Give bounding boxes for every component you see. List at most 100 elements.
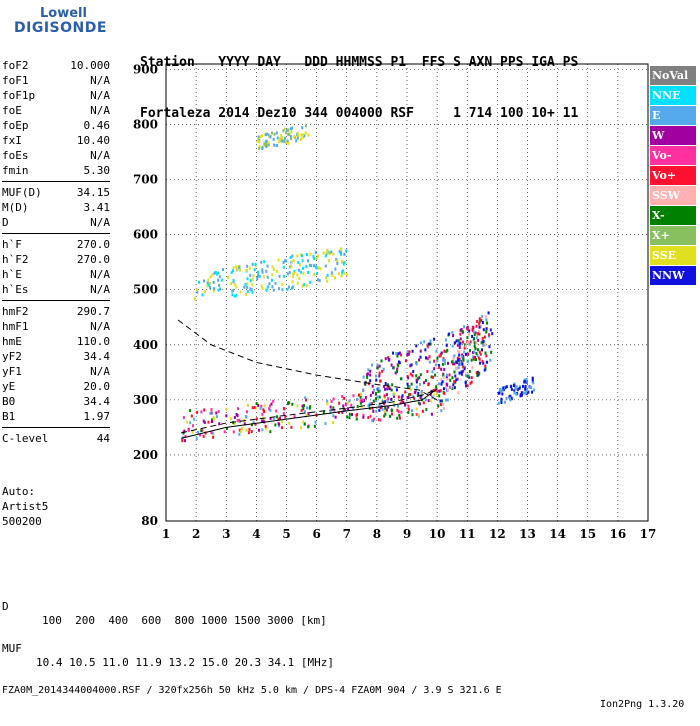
echo-point: [257, 274, 260, 278]
echo-point: [358, 393, 361, 397]
echo-point: [236, 407, 239, 411]
echo-point: [409, 364, 412, 368]
echo-point: [475, 341, 478, 345]
artist-code: 500200: [2, 515, 42, 528]
echo-point: [340, 247, 343, 251]
echo-point: [213, 271, 216, 275]
echo-point: [213, 287, 216, 291]
echo-point: [451, 344, 454, 348]
echo-point: [229, 416, 232, 420]
echo-point: [469, 340, 472, 344]
echo-point: [281, 288, 284, 292]
echo-point: [476, 354, 479, 358]
echo-point: [484, 343, 487, 347]
echo-point: [428, 355, 431, 359]
param-label: foEs: [2, 149, 29, 162]
echo-point: [439, 389, 442, 393]
digisonde-logo: Lowell DIGISONDE: [0, 0, 120, 46]
echo-point: [439, 352, 442, 356]
echo-point: [274, 423, 277, 427]
echo-point: [460, 372, 463, 376]
echo-point: [232, 430, 235, 434]
echo-point: [359, 399, 362, 403]
echo-point: [445, 375, 448, 379]
echo-point: [291, 126, 294, 130]
echo-point: [282, 129, 285, 133]
echo-point: [369, 369, 372, 373]
echo-point: [513, 389, 516, 393]
echo-point: [255, 402, 258, 406]
echo-point: [390, 412, 393, 416]
echo-point: [267, 141, 270, 145]
echo-point: [305, 253, 308, 257]
echo-point: [417, 401, 420, 405]
echo-point: [198, 280, 201, 284]
echo-point: [426, 370, 429, 374]
echo-point: [206, 281, 209, 285]
echo-point: [326, 273, 329, 277]
echo-point: [289, 127, 292, 131]
param-value: N/A: [90, 149, 110, 162]
echo-point: [430, 412, 433, 416]
echo-point: [461, 362, 464, 366]
echo-point: [379, 389, 382, 393]
param-row: hmF1 N/A: [2, 319, 110, 334]
echo-point: [291, 254, 294, 258]
echo-point: [411, 349, 414, 353]
echo-point: [418, 376, 421, 380]
echo-point: [458, 342, 461, 346]
echo-point: [441, 362, 444, 366]
echo-point: [397, 404, 400, 408]
echo-point: [332, 406, 335, 410]
echo-point: [410, 382, 413, 386]
echo-point: [445, 382, 448, 386]
echo-point: [307, 133, 310, 137]
auto-label: Auto:: [2, 485, 36, 498]
echo-point: [471, 351, 474, 355]
echo-point: [381, 369, 384, 373]
echo-point: [280, 426, 283, 430]
echo-point: [380, 359, 383, 363]
param-label: fmin: [2, 164, 29, 177]
model-curve-dashed-upper: [177, 319, 438, 401]
echo-point: [277, 424, 280, 428]
echo-point: [265, 133, 268, 137]
echo-point: [288, 270, 291, 274]
param-separator: [2, 181, 110, 182]
echo-point: [415, 380, 418, 384]
echo-point: [266, 264, 269, 268]
param-label: yF2: [2, 350, 22, 363]
echo-point: [209, 275, 212, 279]
echo-point: [369, 379, 372, 383]
echo-point: [489, 328, 492, 332]
echo-point: [427, 383, 430, 387]
echo-point: [371, 419, 374, 423]
echo-point: [351, 406, 354, 410]
echo-point: [297, 261, 300, 265]
echo-point: [471, 365, 474, 369]
echo-point: [338, 401, 341, 405]
echo-point: [438, 354, 441, 358]
echo-point: [303, 410, 306, 414]
echo-point: [470, 358, 473, 362]
echo-point: [268, 282, 271, 286]
echo-point: [479, 352, 482, 356]
echo-point: [462, 369, 465, 373]
echo-point: [445, 350, 448, 354]
echo-point: [298, 263, 301, 267]
echo-point: [455, 366, 458, 370]
echo-point: [301, 126, 304, 130]
echo-point: [233, 415, 236, 419]
echo-point: [446, 398, 449, 402]
echo-point: [212, 417, 215, 421]
echo-point: [521, 384, 524, 388]
echo-point: [334, 415, 337, 419]
echo-point: [305, 284, 308, 288]
echo-point: [468, 349, 471, 353]
param-label: hmF2: [2, 305, 29, 318]
echo-point: [359, 395, 362, 399]
y-tick-label: 80: [141, 514, 158, 528]
echo-point: [456, 343, 459, 347]
echo-point: [513, 391, 516, 395]
echo-point: [443, 368, 446, 372]
